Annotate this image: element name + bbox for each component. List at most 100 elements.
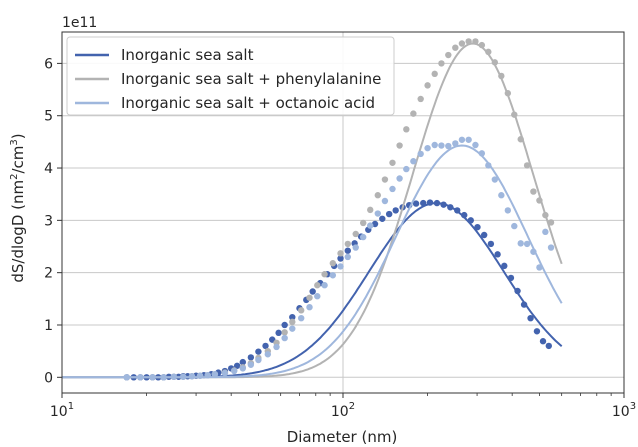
y-tick-label-4: 4 — [44, 161, 53, 177]
y-tick-label-3: 3 — [44, 213, 53, 229]
series-1-point-50 — [517, 136, 524, 143]
x-tick-label-2: 103 — [612, 401, 636, 420]
y-axis-label-mid: /cm — [9, 146, 27, 174]
series-2-point-55 — [547, 244, 555, 251]
series-1-point-54 — [542, 211, 549, 219]
series-2-point-3 — [160, 374, 167, 381]
y-tick-label-1: 1 — [44, 318, 53, 334]
series-2-point-9 — [211, 370, 219, 378]
y-axis-label-prefix: dS/dlogD (nm — [9, 180, 27, 283]
series-2-point-5 — [180, 373, 187, 380]
series-layer — [62, 38, 563, 381]
legend-label-1: Inorganic sea salt + phenylalanine — [121, 70, 381, 88]
series-0-point-25 — [281, 321, 288, 329]
series-1-point-29 — [374, 192, 382, 199]
series-1-point-40 — [452, 44, 459, 51]
series-1-point-53 — [536, 197, 543, 204]
series-0-point-62 — [533, 328, 541, 335]
series-1-point-35 — [417, 95, 424, 103]
y-axis-label-sup-3: 3 — [9, 139, 20, 145]
series-2-point-17 — [281, 334, 288, 342]
series-2-point-7 — [196, 372, 204, 379]
series-2-point-2 — [149, 374, 156, 381]
series-2-point-26 — [352, 244, 359, 251]
series-2-point-4 — [170, 373, 178, 380]
y-axis-label-suffix: ) — [9, 133, 27, 139]
series-0-point-53 — [474, 223, 481, 231]
series-0-point-18 — [233, 362, 241, 369]
series-2-point-22 — [321, 282, 328, 289]
series-2-point-45 — [485, 162, 492, 169]
series-2-point-19 — [298, 314, 305, 322]
y-axis-label: dS/dlogD (nm2/cm3) — [9, 133, 27, 282]
series-1-point-34 — [410, 110, 417, 117]
series-0-point-39 — [379, 215, 386, 222]
series-2-point-33 — [403, 165, 410, 173]
series-0-point-47 — [433, 199, 441, 207]
series-2-point-39 — [445, 142, 452, 150]
series-0-point-21 — [255, 348, 262, 355]
y-axis-label-sup-2: 2 — [9, 174, 20, 180]
series-0-point-57 — [501, 262, 508, 270]
series-2-point-0 — [123, 374, 130, 381]
series-0-point-59 — [514, 287, 521, 295]
series-1-point-17 — [281, 329, 288, 336]
series-0-point-41 — [392, 207, 399, 214]
series-2-point-10 — [221, 369, 229, 377]
y-tick-label-0: 0 — [44, 370, 53, 386]
series-1-point-47 — [498, 72, 505, 80]
series-0-point-20 — [247, 354, 255, 361]
series-2-point-37 — [431, 141, 438, 149]
series-1-point-48 — [504, 90, 512, 97]
series-2-point-41 — [458, 136, 466, 143]
series-2-point-44 — [478, 150, 486, 157]
series-2-point-32 — [396, 175, 403, 182]
x-tick-label-1: 102 — [331, 401, 355, 420]
series-2-point-15 — [264, 351, 272, 358]
series-2-point-53 — [536, 264, 543, 271]
series-2-point-27 — [359, 233, 367, 241]
series-2-point-14 — [255, 356, 262, 364]
legend: Inorganic sea salt Inorganic sea salt + p… — [66, 36, 395, 116]
legend-label-0: Inorganic sea salt — [121, 46, 254, 64]
y-offset-text: 1e11 — [62, 15, 97, 31]
series-0-point-44 — [412, 200, 420, 207]
series-2-point-21 — [314, 293, 321, 300]
series-1-point-36 — [424, 82, 431, 89]
series-2-point-18 — [289, 325, 296, 332]
series-0-point-51 — [461, 211, 468, 219]
series-1-point-30 — [381, 176, 389, 183]
series-1-point-39 — [445, 51, 452, 59]
series-2-point-31 — [389, 185, 396, 193]
series-0-point-45 — [420, 199, 427, 207]
series-0-point-54 — [480, 231, 488, 239]
y-axis: 0 1 2 3 4 5 6 — [44, 56, 62, 386]
series-2-point-8 — [204, 372, 211, 379]
series-0-point-58 — [507, 274, 515, 282]
series-2-point-13 — [247, 361, 255, 368]
series-2-point-40 — [452, 140, 459, 147]
series-1-point-26 — [352, 230, 359, 238]
series-2-point-16 — [273, 343, 280, 351]
series-2-point-47 — [498, 192, 505, 199]
series-2-point-49 — [511, 222, 518, 230]
series-2-point-42 — [465, 136, 472, 143]
series-0-point-46 — [426, 199, 434, 206]
legend-box — [66, 36, 395, 116]
x-axis-label: Diameter (nm) — [287, 428, 398, 446]
series-2-point-28 — [367, 222, 374, 229]
series-1-point-23 — [329, 260, 337, 267]
series-0-point-48 — [440, 201, 447, 208]
series-0-point-56 — [494, 251, 501, 258]
series-1-point-51 — [523, 162, 531, 169]
series-0-point-29 — [309, 288, 316, 295]
series-1-point-46 — [491, 59, 499, 66]
series-2-point-54 — [542, 228, 549, 236]
series-2-point-12 — [239, 365, 247, 372]
series-2-point-29 — [374, 210, 382, 217]
series-2-point-11 — [230, 367, 238, 375]
series-2-point-48 — [504, 207, 512, 214]
series-1-point-44 — [478, 41, 486, 49]
series-2-point-46 — [491, 176, 499, 183]
